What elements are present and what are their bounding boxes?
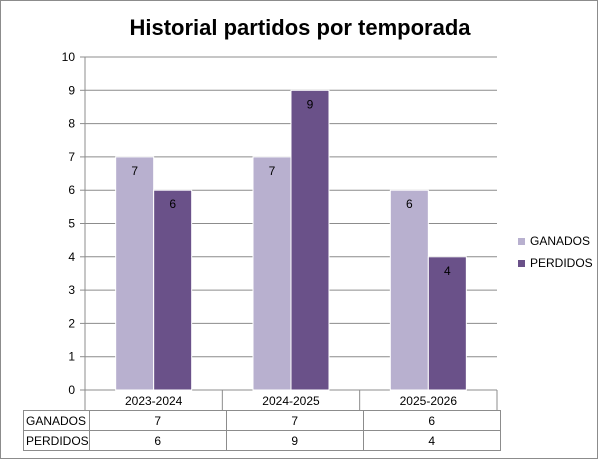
y-tick-label: 9 [68, 83, 75, 97]
bar [290, 89, 330, 391]
table-cell: 9 [225, 430, 364, 451]
data-label: 7 [269, 164, 276, 178]
y-tick-label: 7 [68, 150, 75, 164]
table-cell: 4 [362, 430, 501, 451]
y-tick-label: 10 [62, 50, 76, 64]
table-cell: 7 [225, 410, 364, 431]
table-row: GANADOS 7 7 6 [23, 410, 501, 431]
y-tick-label: 3 [68, 283, 75, 297]
bar [427, 256, 467, 391]
data-label: 6 [406, 197, 413, 211]
legend-label: PERDIDOS [530, 256, 593, 270]
bar [389, 189, 429, 391]
bar [115, 156, 155, 391]
data-table: GANADOS 7 7 6 PERDIDOS 6 9 4 [23, 410, 501, 451]
legend: GANADOS PERDIDOS [518, 230, 593, 274]
data-label: 4 [444, 264, 451, 278]
y-tick-label: 4 [68, 250, 75, 264]
legend-swatch [518, 259, 525, 267]
data-label: 7 [131, 164, 138, 178]
data-label: 9 [307, 97, 314, 111]
x-tick-label: 2023-2024 [125, 394, 183, 408]
legend-swatch [518, 237, 525, 245]
table-row-header: GANADOS [23, 410, 90, 431]
table-row: PERDIDOS 6 9 4 [23, 430, 501, 451]
legend-item: PERDIDOS [518, 252, 593, 274]
y-tick-label: 0 [68, 383, 75, 397]
y-tick-label: 2 [68, 316, 75, 330]
y-tick-label: 8 [68, 117, 75, 131]
y-tick-label: 6 [68, 183, 75, 197]
x-tick-label: 2024-2025 [262, 394, 320, 408]
legend-label: GANADOS [530, 234, 591, 248]
legend-item: GANADOS [518, 230, 593, 252]
x-tick-label: 2025-2026 [400, 394, 458, 408]
table-cell: 7 [88, 410, 227, 431]
table-row-header: PERDIDOS [23, 430, 90, 451]
table-cell: 6 [88, 430, 227, 451]
data-label: 6 [169, 197, 176, 211]
bar [153, 189, 193, 391]
y-tick-label: 1 [68, 350, 75, 364]
y-tick-label: 5 [68, 217, 75, 231]
chart-title: Historial partidos por temporada [129, 15, 471, 40]
bar [252, 156, 292, 391]
table-cell: 6 [362, 410, 501, 431]
